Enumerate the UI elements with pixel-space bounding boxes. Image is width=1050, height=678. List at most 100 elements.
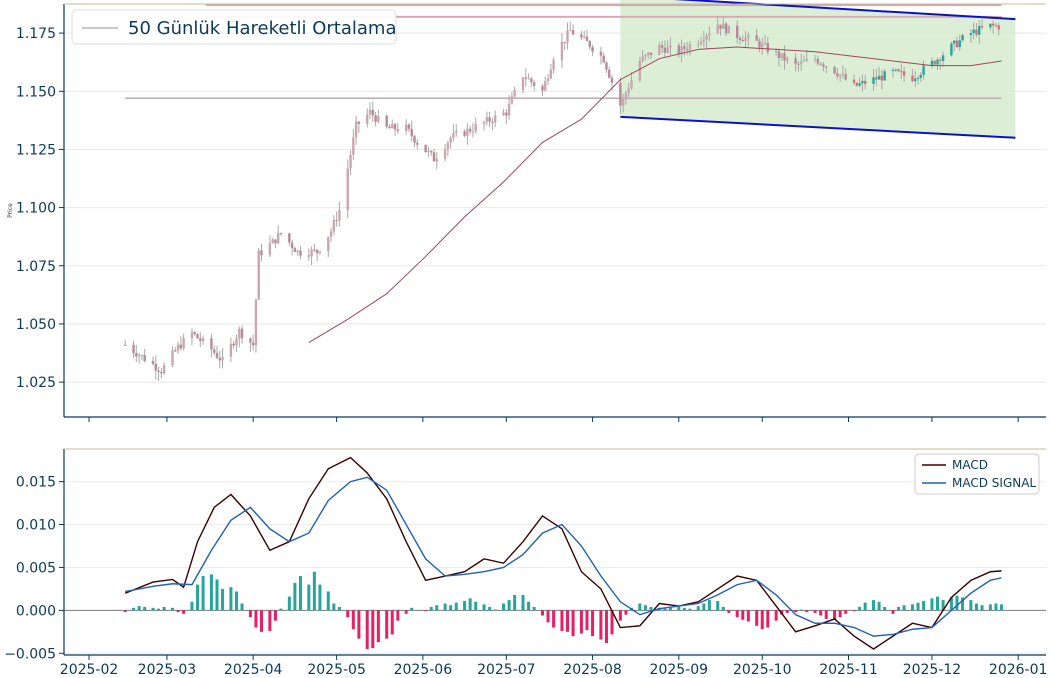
- price-ytick-label: 1.075: [16, 259, 56, 275]
- macd-histogram-bar: [936, 596, 940, 611]
- candlestick: [502, 108, 505, 117]
- candle-body: [836, 73, 839, 77]
- candle-body: [952, 40, 956, 44]
- macd-histogram-bar: [449, 605, 453, 611]
- candlestick: [210, 334, 213, 358]
- ma50-line: [308, 46, 1002, 343]
- candlestick: [260, 243, 263, 262]
- macd-xtick-label: 2025-10: [733, 662, 792, 678]
- candlestick: [727, 25, 731, 34]
- candle-body: [978, 26, 981, 35]
- macd-histogram-bar: [298, 576, 302, 611]
- macd-histogram-bar: [922, 600, 926, 611]
- candlestick: [822, 61, 825, 72]
- candle-body: [797, 63, 800, 65]
- candle-body: [958, 40, 961, 48]
- macd-histogram-bar: [254, 610, 258, 628]
- candle-body: [591, 47, 594, 52]
- macd-histogram-bar: [799, 609, 803, 611]
- candle-body: [891, 69, 895, 72]
- candle-body: [524, 77, 527, 79]
- candle-body: [566, 30, 569, 43]
- price-legend: 50 Günlük Hareketli Ortalama: [71, 9, 397, 45]
- candlestick: [268, 235, 272, 258]
- candle-body: [619, 82, 622, 106]
- candlestick: [277, 225, 280, 245]
- candle-body: [627, 88, 630, 93]
- macd-line: [124, 456, 1002, 650]
- candlestick: [190, 328, 194, 346]
- candle-body: [660, 44, 664, 48]
- candlestick: [722, 17, 725, 29]
- candlestick: [541, 84, 544, 97]
- candlestick: [825, 65, 828, 74]
- candlestick: [329, 227, 333, 242]
- candle-body: [307, 255, 311, 257]
- candlestick: [485, 111, 489, 126]
- candle-body: [819, 63, 822, 65]
- macd-histogram-bar: [766, 610, 770, 628]
- candlestick: [683, 42, 686, 57]
- macd-histogram-bar: [546, 610, 550, 623]
- candlestick: [396, 122, 400, 134]
- candle-body: [277, 233, 280, 244]
- candlestick: [410, 120, 413, 142]
- candlestick: [724, 21, 728, 36]
- candlestick: [666, 40, 669, 54]
- candlestick: [872, 68, 875, 91]
- candle-body: [880, 75, 884, 81]
- candlestick: [833, 66, 836, 75]
- candlestick: [624, 90, 628, 105]
- candle-body: [919, 74, 923, 78]
- candle-body: [388, 126, 391, 129]
- candle-body: [313, 249, 316, 251]
- candle-body: [741, 39, 744, 42]
- macd-histogram-bar: [955, 595, 959, 611]
- macd-histogram-bar: [844, 610, 848, 614]
- macd-histogram-bar: [930, 598, 934, 611]
- macd-histogram-bar: [260, 610, 264, 632]
- candlestick: [875, 69, 878, 87]
- macd-histogram-bar: [604, 610, 608, 643]
- candlestick: [238, 326, 241, 348]
- macd-histogram-bar: [332, 603, 336, 611]
- candlestick: [978, 20, 981, 44]
- candlestick: [844, 68, 847, 81]
- candlestick: [271, 237, 274, 244]
- macd-histogram-bar: [610, 610, 614, 635]
- candle-body: [357, 121, 361, 124]
- candlestick: [338, 201, 341, 227]
- macd-histogram-bar: [532, 606, 536, 611]
- candlestick: [391, 119, 394, 129]
- candlestick: [755, 28, 758, 41]
- candle-body: [877, 75, 881, 80]
- candlestick: [371, 101, 374, 123]
- candlestick: [221, 348, 224, 369]
- candlestick: [427, 146, 430, 158]
- candle-body: [630, 80, 633, 89]
- candle-body: [994, 25, 998, 27]
- candlestick: [566, 22, 569, 50]
- candlestick: [288, 232, 291, 246]
- candle-body: [763, 43, 767, 45]
- candle-body: [766, 43, 770, 53]
- candlestick: [797, 61, 800, 72]
- macd-histogram-bar: [941, 600, 945, 611]
- candlestick: [602, 52, 605, 64]
- candlestick: [758, 37, 761, 53]
- macd-histogram-bar: [162, 606, 166, 611]
- macd-histogram-bar: [902, 605, 906, 611]
- macd-histogram-bar: [819, 610, 823, 616]
- macd-histogram-bar: [980, 605, 984, 611]
- macd-histogram-bar: [151, 607, 155, 611]
- candle-body: [583, 36, 586, 38]
- macd-legend: MACD MACD SIGNAL: [914, 453, 1040, 495]
- candlestick: [182, 333, 185, 351]
- candle-body: [621, 97, 625, 106]
- candlestick: [201, 335, 205, 346]
- macd-histogram-bar: [994, 603, 998, 611]
- candle-body: [254, 299, 258, 346]
- candlestick: [877, 66, 881, 80]
- macd-histogram-bar: [454, 602, 458, 611]
- candlestick: [532, 80, 536, 91]
